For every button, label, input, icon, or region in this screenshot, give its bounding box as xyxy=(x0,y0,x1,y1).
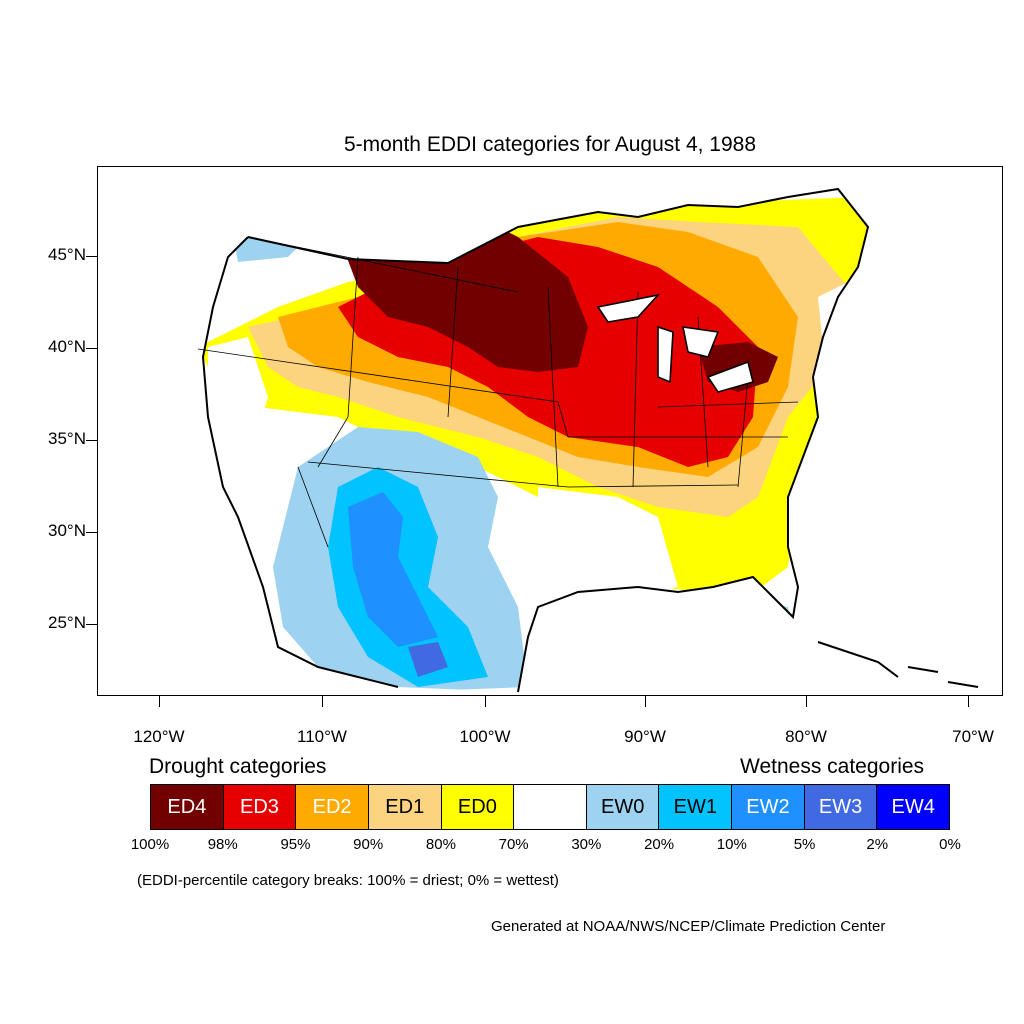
percentile-label: 5% xyxy=(793,836,816,853)
wetness-categories-heading: Wetness categories xyxy=(740,755,925,778)
lat-tick xyxy=(86,348,97,349)
lat-label-25n: 25°N xyxy=(48,613,86,632)
legend-color-bar: ED4 ED3 ED2 ED1 ED0 EW0 EW1 EW2 EW3 EW4 xyxy=(150,784,950,830)
swatch-label: EW4 xyxy=(891,795,935,818)
lat-label-45n: 45°N xyxy=(48,245,86,264)
lat-label-35n: 35°N xyxy=(48,429,86,448)
percentile-label: 100% xyxy=(130,836,170,853)
lat-tick xyxy=(86,624,97,625)
swatch-label: EW3 xyxy=(818,795,863,818)
coastline xyxy=(201,187,870,693)
caribbean-islands xyxy=(817,641,979,688)
lon-tick xyxy=(806,696,807,707)
legend-swatch-ew3: EW3 xyxy=(804,785,878,829)
percentile-label: 0% xyxy=(939,836,961,853)
eddi-map xyxy=(197,187,979,693)
percentile-label: 30% xyxy=(571,836,602,853)
legend-swatch-ew2: EW2 xyxy=(732,785,805,829)
lat-tick xyxy=(86,532,97,533)
swatch-label: EW1 xyxy=(673,795,717,818)
legend-swatch-ed0: ED0 xyxy=(441,785,515,829)
swatch-label: ED2 xyxy=(312,795,352,818)
map-title: 5-month EDDI categories for August 4, 19… xyxy=(343,133,757,156)
legend-swatch-neutral xyxy=(514,785,587,829)
lon-label-90w: 90°W xyxy=(624,727,666,746)
category-breaks-note: (EDDI-percentile category breaks: 100% =… xyxy=(137,872,559,889)
map-panel xyxy=(97,166,1003,696)
drought-categories-heading: Drought categories xyxy=(149,755,327,778)
lon-label-70w: 70°W xyxy=(952,727,994,746)
swatch-label: EW2 xyxy=(746,795,790,818)
lon-tick xyxy=(159,696,160,707)
legend-swatch-ed2: ED2 xyxy=(296,785,369,829)
lat-label-40n: 40°N xyxy=(48,337,86,356)
credit-line: Generated at NOAA/NWS/NCEP/Climate Predi… xyxy=(491,918,886,935)
lat-tick xyxy=(86,256,97,257)
ew2-region xyxy=(348,492,438,647)
swatch-label: EW0 xyxy=(600,795,645,818)
lon-tick xyxy=(485,696,486,707)
lat-label-30n: 30°N xyxy=(48,521,86,540)
legend-swatch-ew1: EW1 xyxy=(659,785,733,829)
percentile-label: 10% xyxy=(716,836,747,853)
percentile-label: 80% xyxy=(425,836,456,853)
eddi-category-fill xyxy=(203,197,868,692)
lon-tick xyxy=(322,696,323,707)
swatch-label: ED3 xyxy=(240,795,279,818)
legend-swatch-ed3: ED3 xyxy=(223,785,297,829)
percentile-label: 98% xyxy=(207,836,238,853)
neutral-southeast xyxy=(538,487,678,597)
percentile-label: 90% xyxy=(353,836,384,853)
legend-swatch-ew0: EW0 xyxy=(586,785,660,829)
lat-tick xyxy=(86,440,97,441)
neutral-west xyxy=(208,337,268,487)
lon-label-100w: 100°W xyxy=(459,727,511,746)
lon-label-80w: 80°W xyxy=(785,727,827,746)
legend-swatch-ew4: EW4 xyxy=(877,785,950,829)
legend-swatch-ed1: ED1 xyxy=(368,785,442,829)
swatch-label: ED1 xyxy=(385,795,425,818)
lon-label-110w: 110°W xyxy=(297,727,347,746)
lon-tick xyxy=(968,696,969,707)
lon-tick xyxy=(645,696,646,707)
percentile-label: 20% xyxy=(644,836,675,853)
swatch-label: ED0 xyxy=(457,795,497,818)
swatch-label: ED4 xyxy=(167,795,207,818)
lon-label-120w: 120°W xyxy=(133,727,185,746)
ew3-region xyxy=(408,642,448,677)
percentile-label: 95% xyxy=(280,836,311,853)
legend-swatch-ed4: ED4 xyxy=(151,785,224,829)
percentile-label: 2% xyxy=(866,836,889,853)
percentile-label: 70% xyxy=(498,836,529,853)
great-lakes xyxy=(596,293,754,393)
